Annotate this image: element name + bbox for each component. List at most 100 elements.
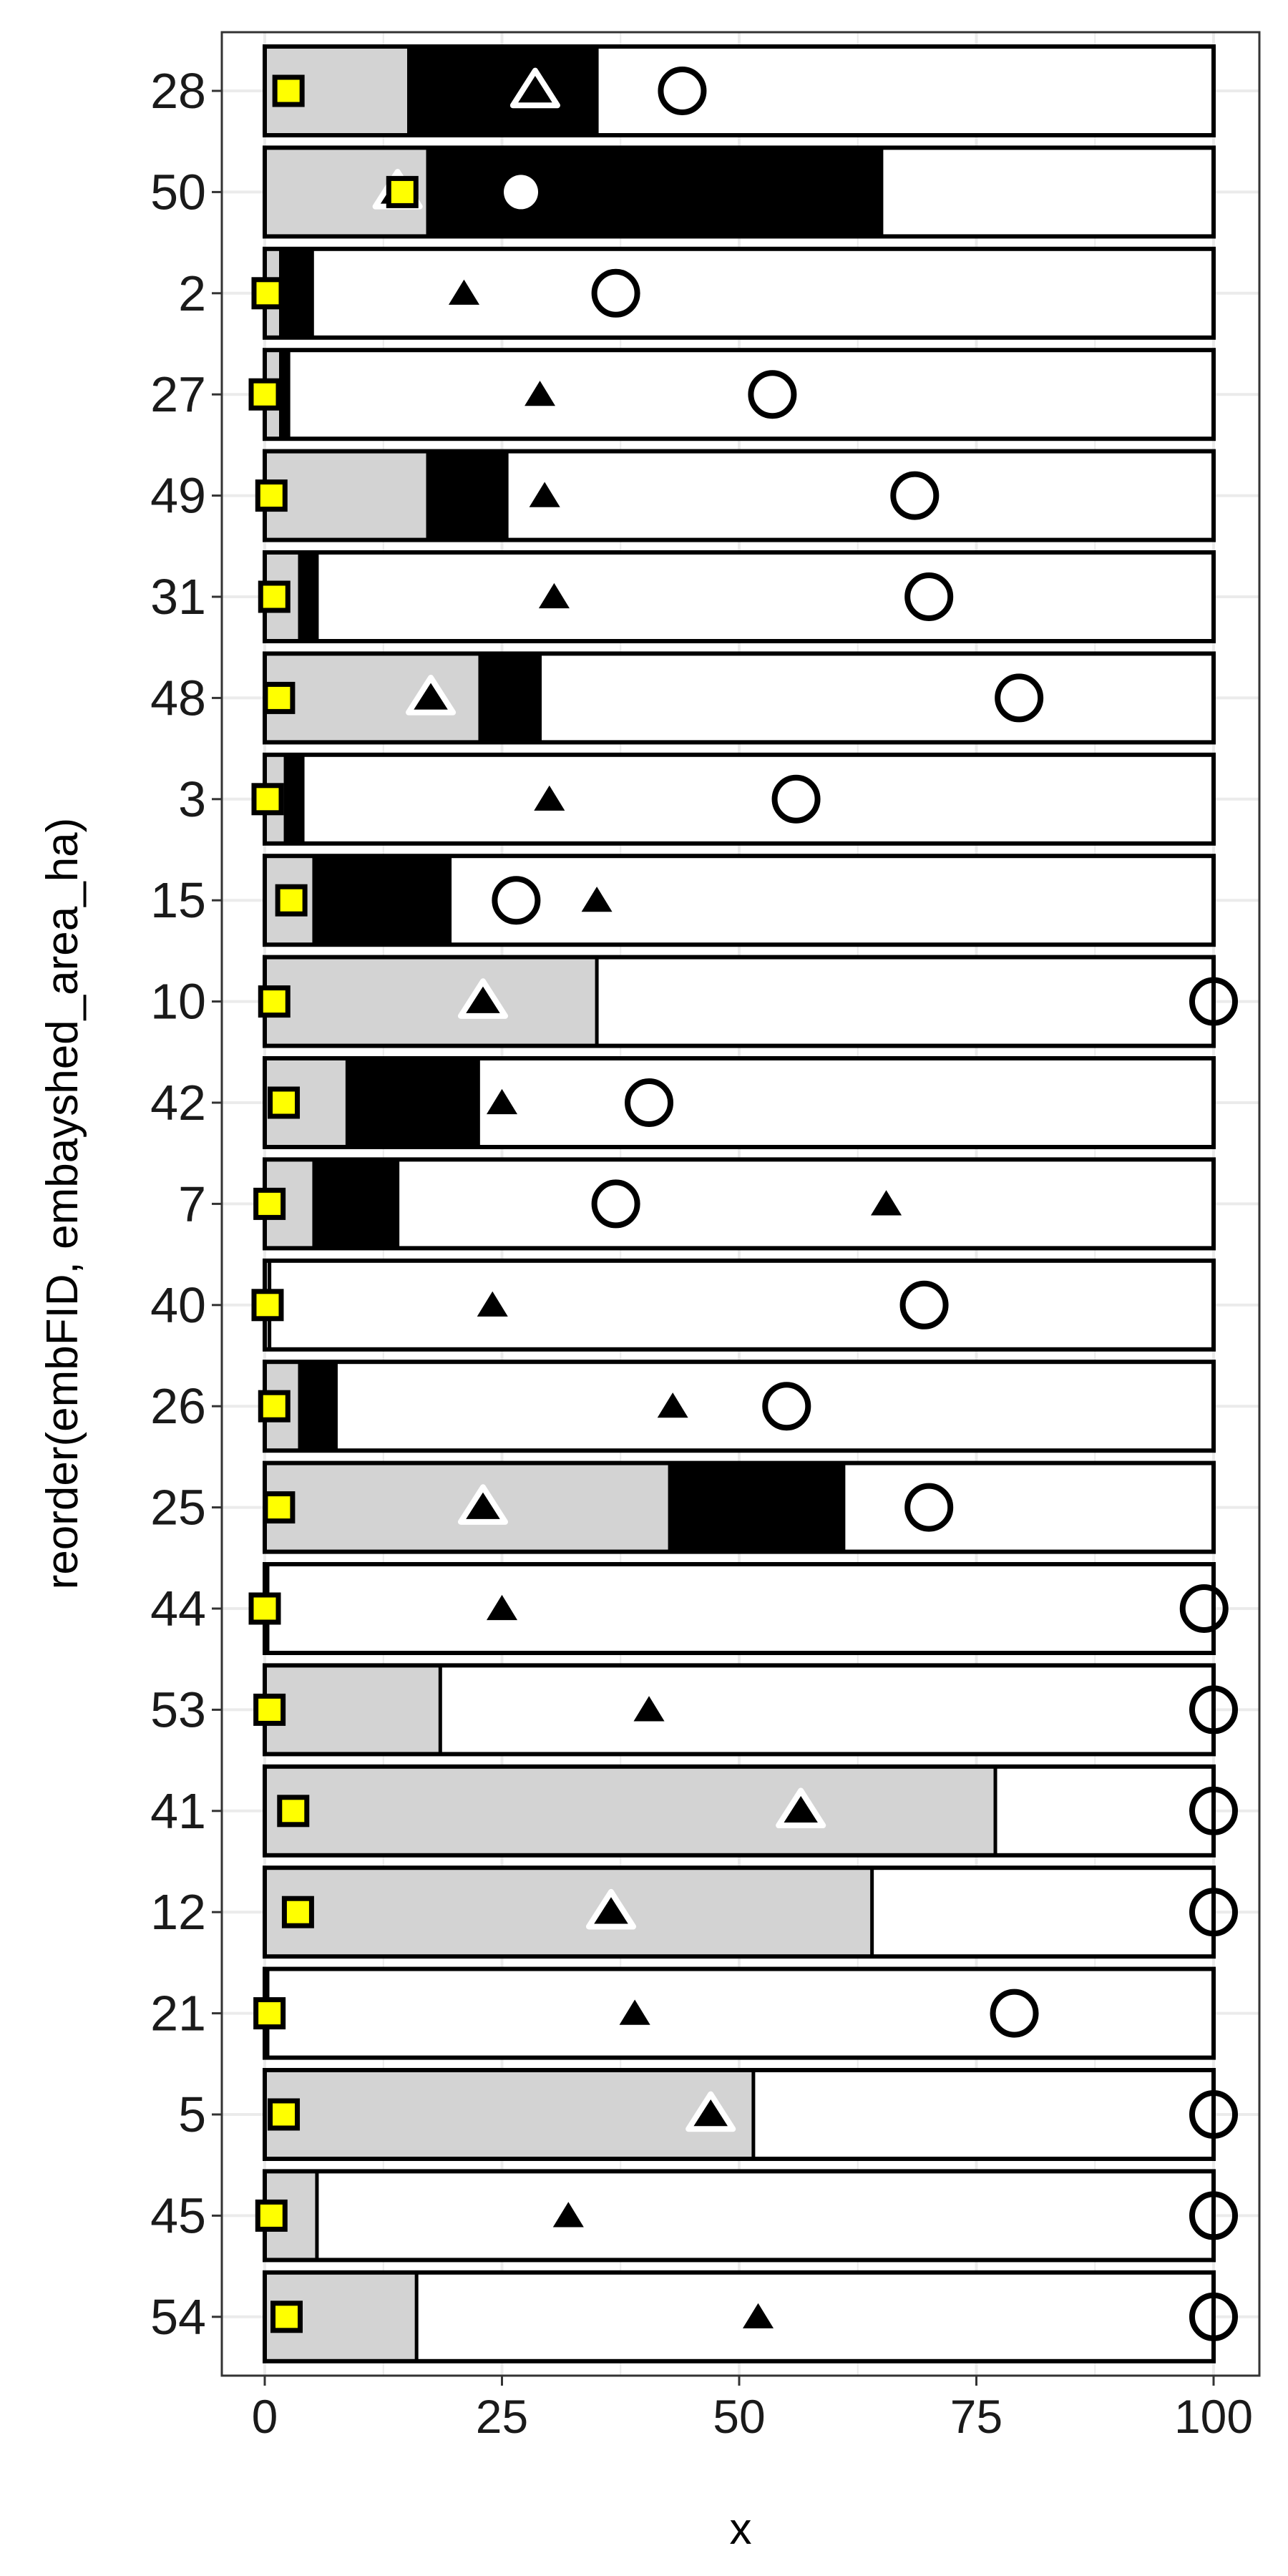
- bar-row-2: [263, 246, 1216, 340]
- markers: [248, 67, 1238, 2341]
- bar-black-segment: [278, 350, 289, 439]
- square-marker: [255, 2199, 288, 2232]
- square-marker: [251, 1289, 284, 1322]
- bar-row-48: [263, 651, 1216, 745]
- bar-black-segment: [668, 1463, 844, 1552]
- bar-white-segment: [265, 350, 1214, 439]
- y-tick-label: 25: [150, 1480, 206, 1536]
- y-tick-label: 42: [150, 1075, 206, 1131]
- bar-row-49: [263, 449, 1216, 542]
- triangle-marker: [549, 2197, 588, 2230]
- circle-marker: [995, 673, 1044, 723]
- square-marker: [268, 1086, 301, 1119]
- circle-marker: [1189, 977, 1238, 1026]
- circle-marker: [990, 1989, 1039, 2038]
- triangle-marker: [457, 978, 509, 1019]
- triangle-marker: [577, 882, 616, 914]
- triangle-marker: [535, 579, 574, 611]
- bar-outline: [263, 2270, 1216, 2363]
- y-tick-label: 28: [150, 63, 206, 119]
- bar-row-50: [263, 145, 1216, 239]
- triangle-marker: [520, 376, 560, 409]
- bar-row-10: [263, 955, 1216, 1048]
- bar-white-segment: [265, 1362, 1214, 1451]
- bar-row-3: [263, 752, 1216, 846]
- square-marker: [270, 2301, 303, 2333]
- y-axis-title: reorder(embFID, embayshed_area_ha): [38, 818, 87, 1590]
- bar-black-segment: [283, 754, 303, 844]
- bar-row-25: [263, 1460, 1216, 1554]
- bar-black-segment: [345, 1058, 479, 1147]
- bar-outline: [263, 1056, 1216, 1149]
- triangle-marker: [482, 1085, 522, 1117]
- triangle-marker: [867, 1186, 906, 1218]
- triangle-marker: [482, 1591, 522, 1623]
- circle-marker: [890, 471, 940, 520]
- square-marker: [251, 277, 284, 310]
- bar-white-segment: [265, 1260, 1214, 1350]
- y-tick-label: 54: [150, 2289, 206, 2345]
- bar-grey-segment: [265, 1868, 872, 1957]
- circle-marker: [748, 370, 797, 419]
- bar-white-segment: [265, 2171, 1214, 2260]
- bar-row-21: [263, 1966, 1216, 2060]
- bar-row-45: [263, 2169, 1216, 2263]
- triangle-marker: [653, 1388, 693, 1420]
- x-tick-label: 75: [950, 2390, 1002, 2443]
- y-axis: 2850227493148315104274026254453411221545…: [150, 63, 222, 2345]
- circle-marker: [1189, 1685, 1238, 1735]
- bar-grey-segment: [265, 2070, 753, 2159]
- y-tick-label: 12: [150, 1884, 206, 1940]
- bar-row-28: [263, 44, 1216, 137]
- bar-black-segment: [298, 552, 317, 641]
- circle-marker: [1189, 2191, 1238, 2240]
- y-tick-label: 21: [150, 1986, 206, 2041]
- triangle-marker: [525, 477, 565, 509]
- circle-marker: [904, 572, 954, 621]
- bar-row-31: [263, 550, 1216, 643]
- bar-black-segment: [312, 856, 450, 945]
- circle-marker: [1189, 2090, 1238, 2139]
- x-tick-label: 25: [476, 2390, 528, 2443]
- circle-marker: [771, 774, 821, 824]
- y-tick-label: 40: [150, 1277, 206, 1333]
- bar-black-segment: [406, 47, 597, 135]
- bar-outline: [263, 854, 1216, 947]
- bar-row-42: [263, 1056, 1216, 1149]
- bar-white-segment: [265, 1159, 1214, 1249]
- bar-outline: [263, 1764, 1216, 1858]
- circle-marker: [504, 175, 539, 210]
- bar-row-12: [263, 1865, 1216, 1959]
- bar-black-segment: [426, 451, 507, 540]
- y-tick-label: 10: [150, 974, 206, 1030]
- bar-row-53: [263, 1663, 1216, 1757]
- bar-row-7: [263, 1157, 1216, 1251]
- square-marker: [248, 1592, 281, 1625]
- bar-grey-segment: [265, 1665, 441, 1755]
- square-marker: [248, 378, 281, 411]
- bar-black-segment: [426, 147, 882, 237]
- bar-row-41: [263, 1764, 1216, 1858]
- square-marker: [263, 1491, 296, 1524]
- circle-marker: [591, 268, 640, 318]
- circle-marker: [1189, 1888, 1238, 1937]
- bar-grey-segment: [265, 451, 426, 540]
- circle-marker: [1189, 2292, 1238, 2341]
- square-marker: [253, 1997, 286, 2030]
- bar-outline: [263, 145, 1216, 239]
- square-marker: [255, 479, 288, 512]
- bar-grey-segment: [265, 1463, 668, 1552]
- y-tick-label: 53: [150, 1682, 206, 1737]
- y-tick-label: 26: [150, 1378, 206, 1434]
- triangle-marker: [738, 2298, 778, 2331]
- y-tick-label: 2: [178, 265, 206, 321]
- x-axis-title: x: [730, 2504, 752, 2554]
- bar-row-40: [263, 1258, 1216, 1352]
- bar-white-segment: [265, 2272, 1214, 2361]
- square-marker: [258, 1390, 291, 1423]
- square-marker: [263, 681, 296, 714]
- square-marker: [277, 1795, 310, 1828]
- triangle-marker: [406, 675, 457, 716]
- square-marker: [281, 1896, 314, 1928]
- bar-white-segment: [265, 552, 1214, 641]
